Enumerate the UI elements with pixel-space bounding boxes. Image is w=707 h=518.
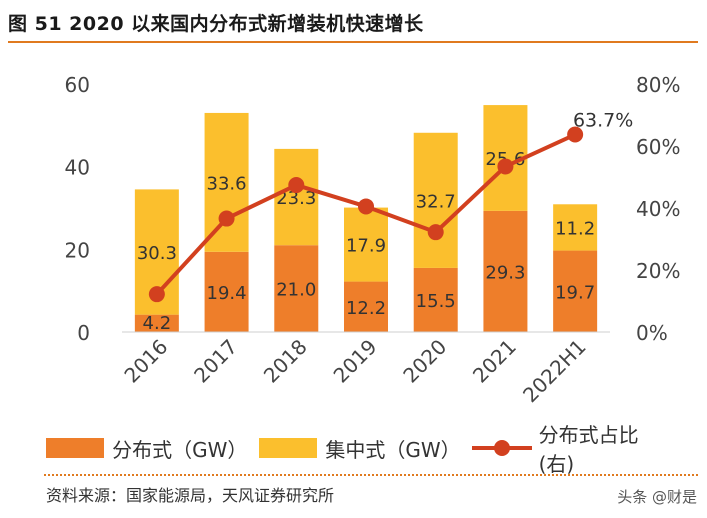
title-rule xyxy=(8,41,698,43)
bar-distributed-2019 xyxy=(344,281,388,332)
label-distributed-2016: 4.2 xyxy=(143,313,172,334)
source-note: 资料来源：国家能源局，天风证券研究所 xyxy=(46,486,335,505)
bottom-rule xyxy=(44,474,698,476)
ratio-point-2022H1 xyxy=(567,126,584,143)
y-right-tick-20%: 20% xyxy=(636,259,680,283)
y-right-tick-0%: 0% xyxy=(636,321,668,345)
x-tick-2019: 2019 xyxy=(329,335,382,388)
y-left-tick-0: 0 xyxy=(77,321,90,345)
ratio-line-layer: 63.7% xyxy=(148,110,633,303)
label-centralized-2019: 17.9 xyxy=(346,236,386,257)
legend: 分布式（GW） 集中式（GW） 分布式占比(右) xyxy=(46,423,686,476)
bars-layer xyxy=(134,105,598,332)
legend-item-ratio: 分布式占比(右) xyxy=(472,419,670,477)
bar-centralized-2017 xyxy=(204,112,249,252)
bar-distributed-2020 xyxy=(413,267,458,332)
y-left-tick-20: 20 xyxy=(65,238,90,262)
x-tick-2017: 2017 xyxy=(189,335,242,388)
figure-title: 图 51 2020 以来国内分布式新增装机快速增长 xyxy=(8,13,424,35)
legend-label-centralized: 集中式（GW） xyxy=(325,437,461,462)
y-right-tick-80%: 80% xyxy=(636,73,680,97)
x-tick-2018: 2018 xyxy=(259,335,312,388)
legend-swatch-distributed xyxy=(46,438,105,458)
label-distributed-2018: 21.0 xyxy=(276,280,316,301)
bar-distributed-2021 xyxy=(483,210,528,332)
label-centralized-2022H1: 11.2 xyxy=(555,218,595,239)
bar-distributed-2016 xyxy=(134,314,179,332)
label-centralized-2018: 23.3 xyxy=(276,188,316,209)
label-distributed-2022H1: 19.7 xyxy=(555,282,595,303)
label-centralized-2016: 30.3 xyxy=(137,243,177,264)
ratio-point-2020 xyxy=(427,224,444,241)
ratio-point-2019 xyxy=(358,198,374,215)
y-left-tick-60: 60 xyxy=(65,73,90,97)
y-right-tick-60%: 60% xyxy=(636,135,680,159)
x-tick-2021: 2021 xyxy=(468,335,521,388)
ratio-point-2016 xyxy=(148,286,165,303)
ratio-point-2021 xyxy=(497,158,514,175)
label-distributed-2017: 19.4 xyxy=(207,283,247,304)
bar-centralized-2019 xyxy=(344,207,388,282)
x-tick-2020: 2020 xyxy=(398,335,451,388)
label-distributed-2019: 12.2 xyxy=(346,298,386,319)
legend-item-distributed: 分布式（GW） xyxy=(46,434,248,463)
label-centralized-2020: 32.7 xyxy=(416,191,456,212)
y-left-tick-40: 40 xyxy=(65,156,90,180)
label-centralized-2017: 33.6 xyxy=(207,173,247,194)
bar-centralized-2018 xyxy=(274,148,319,246)
legend-label-distributed: 分布式（GW） xyxy=(112,437,248,462)
label-distributed-2021: 29.3 xyxy=(485,262,525,283)
ratio-point-2018 xyxy=(288,177,305,194)
x-tick-2016: 2016 xyxy=(119,335,172,388)
bar-centralized-2020 xyxy=(413,132,458,268)
legend-label-ratio: 分布式占比(右) xyxy=(538,423,639,476)
legend-swatch-centralized xyxy=(259,438,318,458)
legend-swatch-ratio xyxy=(472,438,533,458)
bar-distributed-2022H1 xyxy=(553,250,598,332)
legend-item-centralized: 集中式（GW） xyxy=(259,434,461,463)
label-distributed-2020: 15.5 xyxy=(416,291,456,312)
bar-centralized-2022H1 xyxy=(553,204,598,251)
y-right-tick-40%: 40% xyxy=(636,197,680,221)
x-tick-2022H1: 2022H1 xyxy=(518,335,591,408)
bar-distributed-2017 xyxy=(204,251,249,332)
ratio-point-2017 xyxy=(218,210,235,227)
bar-distributed-2018 xyxy=(274,245,319,332)
watermark: 头条 @财是 xyxy=(617,488,697,506)
ratio-label-2022H1: 63.7% xyxy=(573,110,633,132)
